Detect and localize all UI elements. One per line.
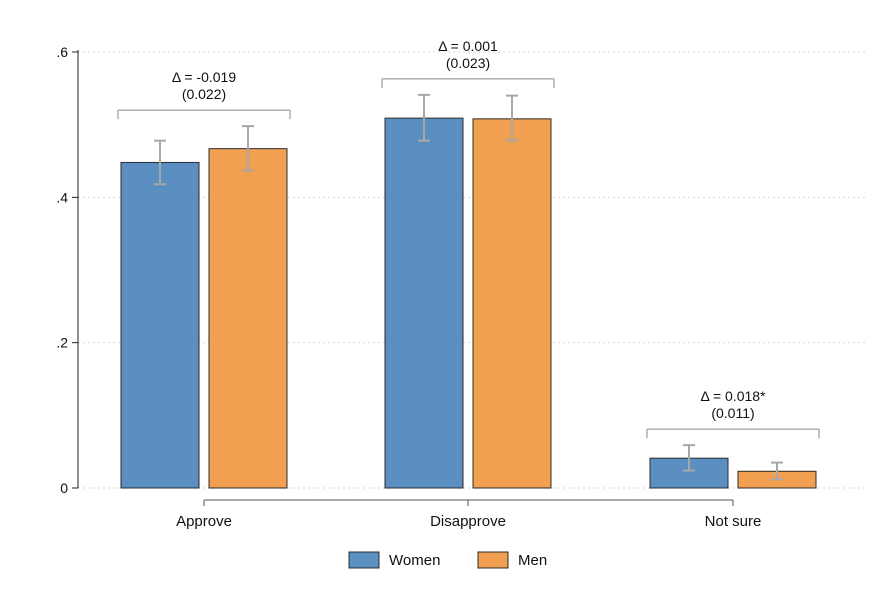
bar-men-approve: [208, 148, 288, 489]
se-label: (0.023): [446, 55, 490, 71]
legend-swatch-men: [477, 551, 509, 569]
bar-women-approve: [120, 161, 200, 489]
y-tick-label: .2: [56, 335, 68, 351]
y-tick-label: .4: [56, 189, 68, 205]
delta-label: Δ = 0.001: [438, 38, 498, 54]
se-label: (0.011): [711, 405, 754, 421]
x-tick-label: Disapprove: [430, 513, 506, 530]
se-label: (0.022): [182, 86, 226, 102]
legend-label-women: Women: [389, 552, 440, 569]
bar-women-disapprove: [384, 117, 464, 489]
y-tick-label: .6: [56, 44, 68, 60]
x-tick-label: Not sure: [705, 513, 762, 530]
legend-swatch-women: [348, 551, 380, 569]
y-tick-label: 0: [60, 480, 68, 496]
delta-label: Δ = 0.018*: [700, 388, 766, 404]
x-tick-label: Approve: [176, 513, 232, 530]
bar-men-disapprove: [472, 118, 552, 489]
legend-label-men: Men: [518, 552, 547, 569]
delta-label: Δ = -0.019: [172, 69, 236, 85]
